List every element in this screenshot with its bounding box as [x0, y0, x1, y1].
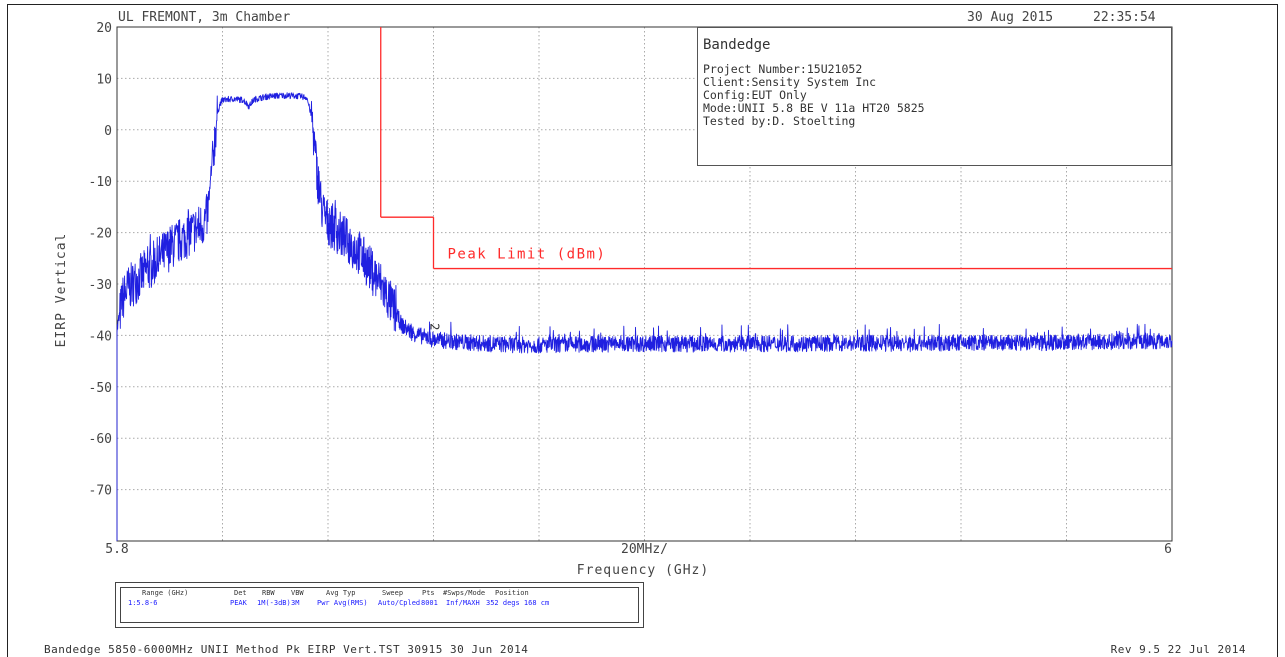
y-tick-label: -20: [89, 227, 112, 242]
sweep-value-vbw: 3M: [291, 599, 299, 607]
sweep-value-swps-mode: Inf/MAXH: [446, 599, 480, 607]
header-date: 30 Aug 2015: [967, 10, 1053, 25]
sweep-header-pts: Pts: [422, 589, 435, 597]
info-client: Client:Sensity System Inc: [703, 75, 876, 89]
plot-grid: [117, 27, 1172, 541]
marker-label: 2: [428, 323, 442, 330]
sweep-header-avg-typ: Avg Typ: [326, 589, 356, 597]
plot-area-border: [116, 26, 1173, 542]
sweep-settings-table: Range (GHz) Det RBW VBW Avg Typ Sweep Pt…: [115, 582, 644, 628]
info-project-number: Project Number:15U21052: [703, 62, 862, 76]
sweep-header-range: Range (GHz): [142, 589, 188, 597]
sweep-value-position: 352 degs 168 cm: [486, 599, 549, 607]
y-tick-label: -60: [89, 432, 112, 447]
info-box-frame: [697, 27, 1172, 166]
footer-test-file: Bandedge 5850-6000MHz UNII Method Pk EIR…: [44, 643, 528, 656]
sweep-value-sweep: Auto/Cpled: [378, 599, 420, 607]
y-tick-label: -30: [89, 278, 112, 293]
info-mode: Mode:UNII 5.8 BE V 11a HT20 5825: [703, 101, 925, 115]
footer-revision: Rev 9.5 22 Jul 2014: [1111, 643, 1246, 656]
page-border: [7, 4, 1278, 657]
sweep-value-det: PEAK: [230, 599, 248, 607]
y-tick-label: -50: [89, 381, 112, 396]
x-tick-label-left: 5.8: [105, 542, 128, 557]
sweep-header-rbw: RBW: [262, 589, 275, 597]
header-time: 22:35:54: [1093, 10, 1156, 25]
x-axis-label: Frequency (GHz): [577, 563, 709, 578]
y-tick-label: 0: [104, 124, 112, 139]
y-tick-label: -40: [89, 329, 112, 344]
info-box: Bandedge Project Number:15U21052 Client:…: [697, 27, 1172, 166]
sweep-header-swps-mode: #Swps/Mode: [443, 589, 485, 597]
y-tick-label: -10: [89, 175, 112, 190]
sweep-table-outer-frame: [115, 582, 644, 628]
y-axis-label: EIRP Vertical: [54, 233, 69, 348]
sweep-header-vbw: VBW: [291, 589, 304, 597]
axis-tick-labels: 20 10 0 -10 -20 -30 -40 -50 -60 -70 5.8 20MHz/6: [89, 21, 1172, 557]
info-config: Config:EUT Only: [703, 88, 807, 102]
limit-line-label: Peak Limit (dBm): [448, 247, 607, 263]
sweep-header-sweep: Sweep: [382, 589, 403, 597]
sweep-header-det: Det: [234, 589, 247, 597]
y-tick-label: -70: [89, 484, 112, 499]
sweep-value-rbw: 1M(-3dB): [257, 599, 291, 607]
trace-series: [116, 92, 1173, 541]
y-tick-label: 20: [96, 21, 112, 36]
peak-limit-line: Peak Limit (dBm): [380, 27, 1172, 270]
y-tick-label: 10: [96, 72, 112, 87]
header-site: UL FREMONT, 3m Chamber: [118, 10, 290, 25]
sweep-value-pts: 8001: [421, 599, 438, 607]
x-tick-label-right: 6: [1164, 542, 1172, 557]
sweep-table-inner-frame: [120, 587, 639, 623]
info-tested-by: Tested by:D. Stoelting: [703, 114, 855, 128]
x-tick-label-center: 20MHz/: [621, 542, 668, 557]
trace-line: [116, 92, 1173, 541]
sweep-value-range: 1:5.8-6: [128, 599, 158, 607]
sweep-value-avg-typ: Pwr Avg(RMS): [317, 599, 368, 607]
marker-group: 2: [428, 323, 442, 330]
info-box-title: Bandedge: [703, 37, 770, 53]
sweep-header-position: Position: [495, 589, 529, 597]
